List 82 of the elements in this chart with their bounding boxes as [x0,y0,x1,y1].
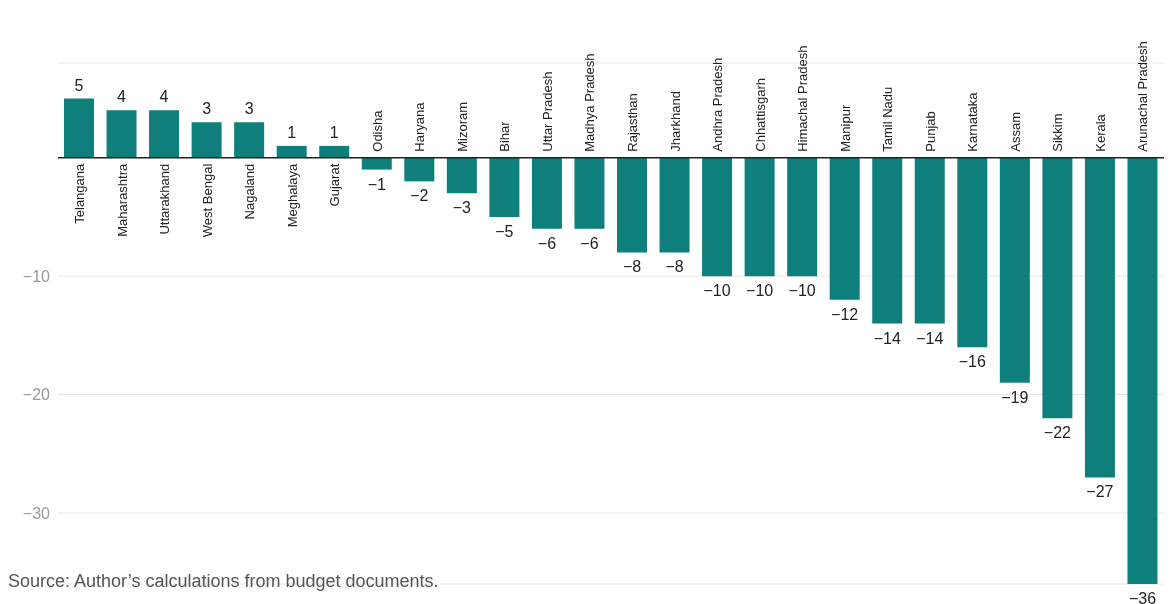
data-label: −36 [1128,590,1157,604]
bar [234,122,265,158]
x-tick-label: Meghalaya [284,162,300,228]
bar [1127,157,1158,584]
x-tick-label: West Bengal [199,163,215,238]
x-tick-label: Manipur [837,104,853,152]
x-tick-label: Haryana [412,101,428,152]
y-tick-label: −20 [22,386,51,404]
x-tick-label: Uttarakhand [157,163,173,235]
x-tick-label: Bihar [497,120,513,152]
bar [361,157,392,170]
x-tick-label: Chhattisgarh [752,78,768,152]
data-label: −10 [746,282,774,300]
x-tick-label: Karnataka [965,91,981,152]
data-label: −6 [580,234,599,252]
data-label: −8 [665,258,684,276]
bar [191,122,222,158]
bar [872,157,903,324]
x-tick-label: Punjab [922,111,938,152]
bar [659,157,690,253]
x-tick-label: Nagaland [242,163,258,220]
data-label: −1 [367,175,386,193]
data-label: −14 [916,329,944,347]
y-tick-label: −30 [22,504,51,522]
x-tick-label: Arunachal Pradesh [1135,41,1151,152]
data-label: −14 [873,329,901,347]
bar [829,157,860,300]
data-label: −19 [1001,388,1029,406]
data-label: −10 [703,282,731,300]
bar [489,157,520,217]
bar [531,157,562,229]
data-label: −2 [410,187,429,205]
bar [319,145,350,158]
x-tick-label: Himachal Pradesh [795,45,811,152]
bar [1084,157,1115,478]
data-label: −27 [1086,483,1114,501]
x-tick-label: Rajasthan [625,93,640,152]
x-tick-label: Kerala [1092,113,1108,152]
data-label: −16 [958,353,986,371]
x-tick-label: Uttar Pradesh [539,71,555,152]
bar [702,157,733,277]
data-label: −22 [1043,424,1072,442]
bar [999,157,1030,383]
x-tick-label: Odisha [369,109,385,152]
data-label: 1 [287,123,297,141]
bar [64,98,94,158]
bar [617,157,647,253]
data-label: 3 [202,100,212,118]
bar [106,110,137,158]
x-tick-label: Gujarat [327,163,343,207]
bar [574,157,605,229]
bar [276,145,307,158]
x-tick-label: Andhra Pradesh [710,57,726,152]
annotation: Source: Author’s calculations from budget documents. [8,571,439,592]
bar [149,110,180,158]
data-label: 4 [159,88,169,106]
x-tick-label: Maharashtra [114,162,130,237]
bar [404,157,435,182]
x-tick-label: Assam [1007,111,1023,152]
x-tick-label: Mizoram [454,101,470,152]
bar [914,157,945,324]
data-label: −12 [831,305,859,323]
data-label: 5 [74,76,84,94]
x-tick-label: Sikkim [1050,113,1066,152]
x-tick-label: Telangana [72,162,87,224]
data-label: 1 [329,123,339,141]
data-label: −8 [622,258,642,276]
x-tick-label: Jharkhand [667,91,683,152]
bar [744,157,775,277]
data-label: −10 [788,282,816,300]
bar [1042,157,1073,419]
y-tick-label: −10 [22,267,51,285]
data-label: −3 [452,199,472,217]
data-label: 4 [117,88,127,106]
bar [787,157,818,277]
x-tick-label: Tamil Nadu [880,86,896,152]
bar [957,157,988,348]
x-tick-label: Madhya Pradesh [582,53,598,152]
bar [446,157,477,194]
data-label: −5 [495,222,514,240]
data-label: −6 [537,234,557,252]
data-label: 3 [244,100,254,118]
